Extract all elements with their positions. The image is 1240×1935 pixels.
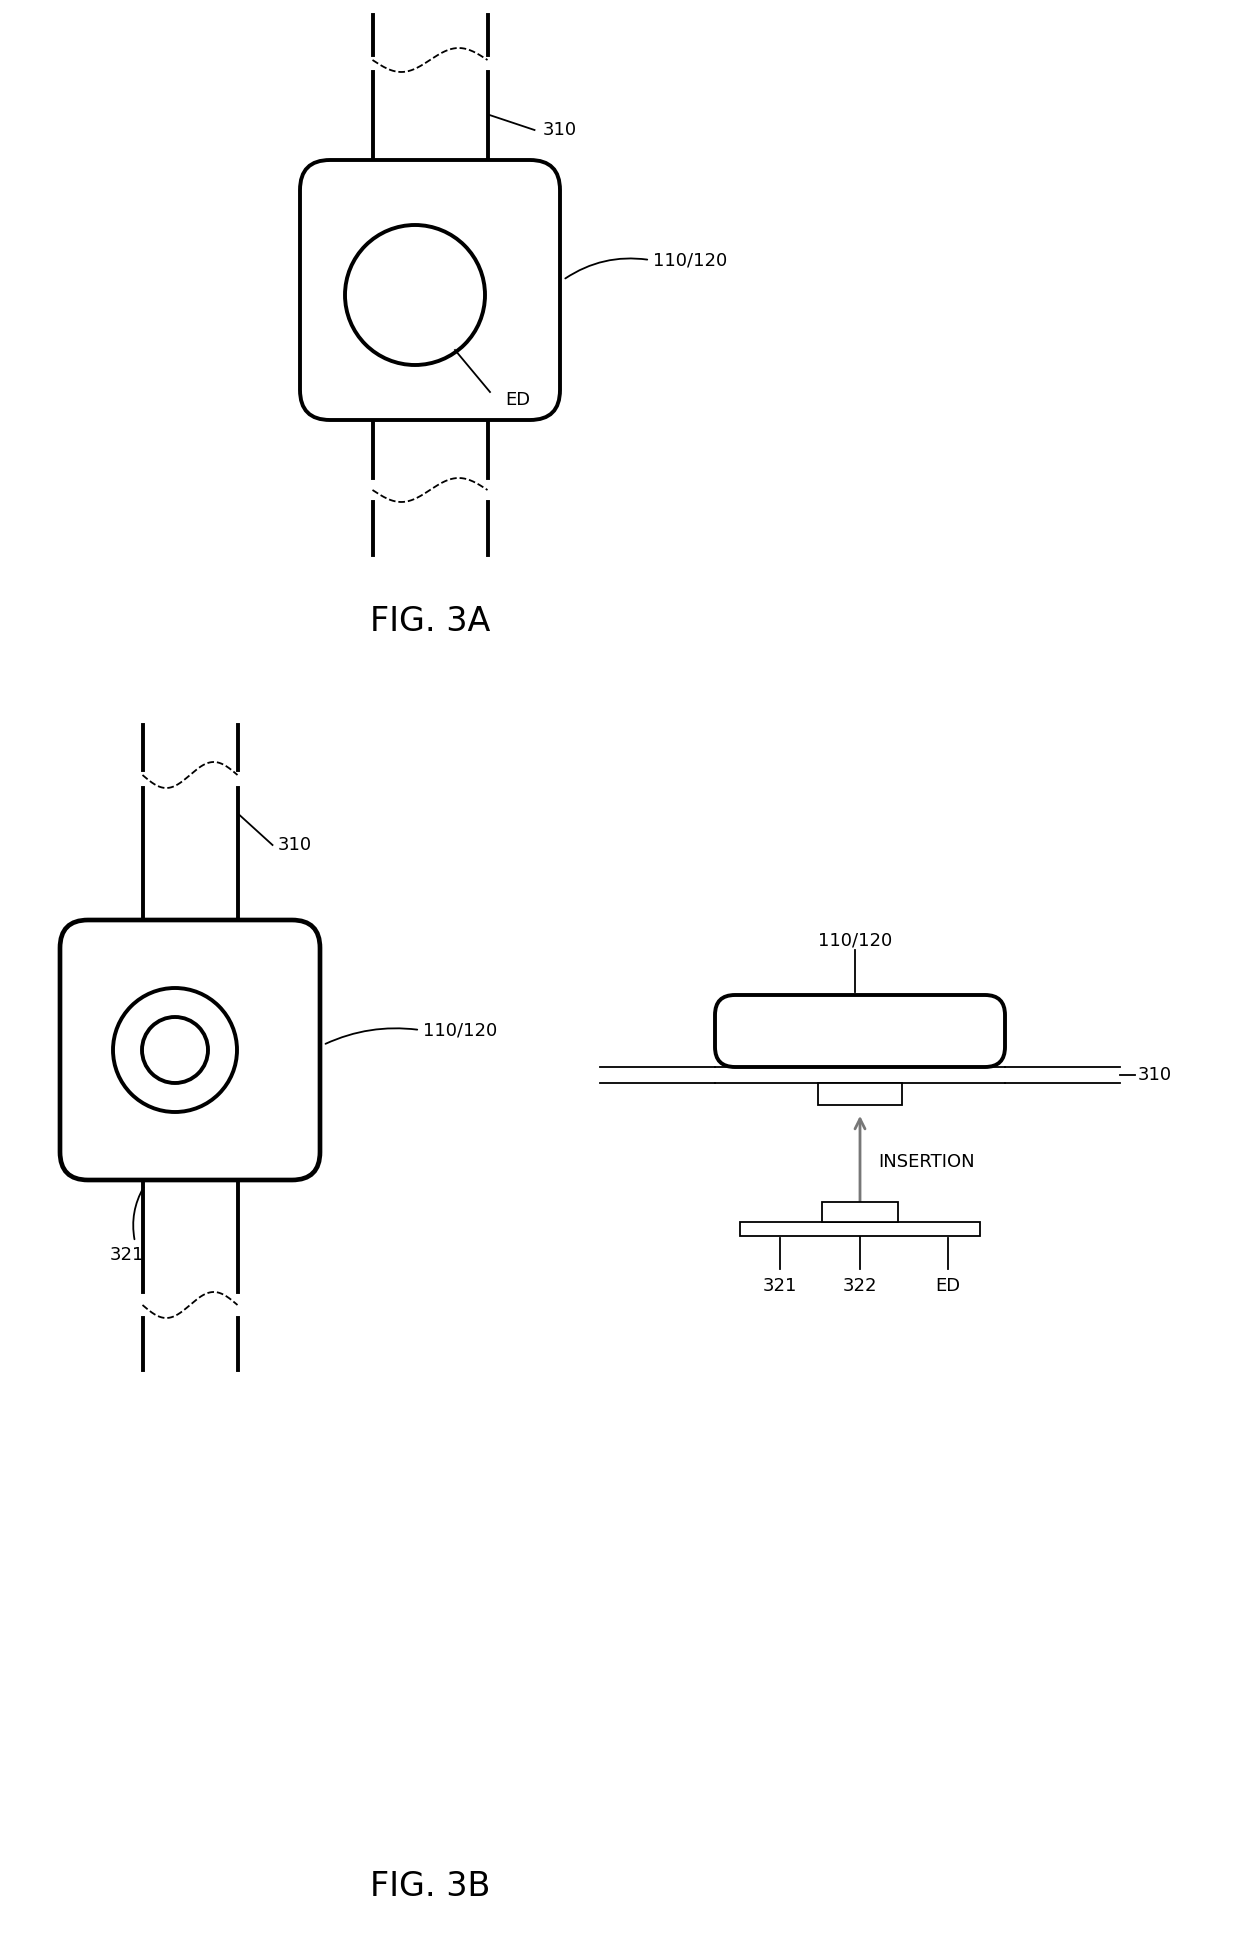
Bar — [740, 1223, 980, 1236]
Text: ED: ED — [935, 1277, 961, 1295]
Text: 110/120: 110/120 — [653, 252, 727, 269]
FancyBboxPatch shape — [60, 919, 320, 1180]
Text: 110/120: 110/120 — [818, 931, 892, 948]
Text: ED: ED — [505, 391, 531, 408]
Text: 321: 321 — [110, 1246, 144, 1264]
Text: 110/120: 110/120 — [423, 1022, 497, 1039]
Text: FIG. 3B: FIG. 3B — [370, 1869, 490, 1902]
Text: FIG. 3A: FIG. 3A — [370, 606, 490, 639]
Text: 310: 310 — [543, 122, 577, 139]
FancyBboxPatch shape — [715, 995, 1004, 1066]
Bar — [822, 1202, 898, 1223]
Text: 321: 321 — [763, 1277, 797, 1295]
Text: 322: 322 — [843, 1277, 877, 1295]
Text: 310: 310 — [1138, 1066, 1172, 1084]
Text: INSERTION: INSERTION — [878, 1153, 975, 1171]
Bar — [818, 1084, 901, 1105]
Text: 310: 310 — [278, 836, 311, 853]
FancyBboxPatch shape — [300, 161, 560, 420]
